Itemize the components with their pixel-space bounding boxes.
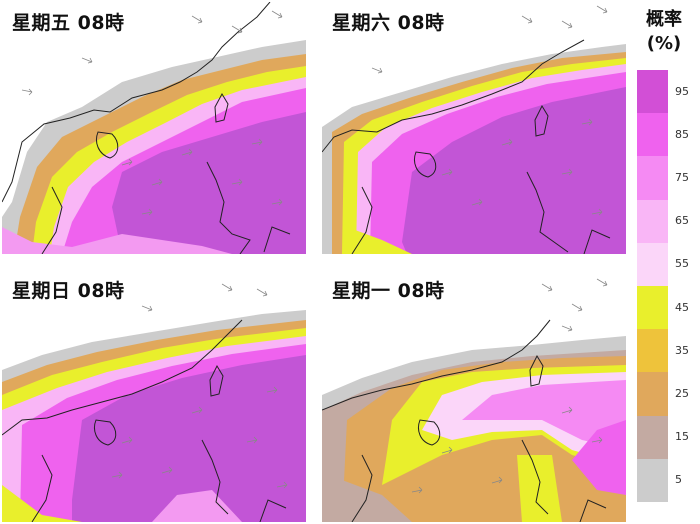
wind-arrows	[371, 5, 608, 216]
probability-map	[2, 283, 306, 522]
legend-swatch	[637, 156, 668, 200]
legend-swatch	[637, 70, 668, 114]
legend-tick-label: 35	[675, 343, 689, 357]
legend-tick-label: 45	[675, 300, 689, 314]
legend-swatch	[637, 372, 668, 416]
legend-tick-label: 55	[675, 257, 689, 271]
legend-tick-label: 85	[675, 127, 689, 141]
wind-arrows	[411, 278, 608, 494]
forecast-panel-fri: 星期五 08時	[2, 2, 306, 254]
probability-legend	[637, 70, 668, 502]
panel-title: 星期五 08時	[12, 12, 125, 34]
legend-swatch	[637, 286, 668, 330]
panel-title: 星期一 08時	[332, 280, 445, 302]
legend-title-line2: (%)	[646, 33, 682, 54]
forecast-panel-mon: 星期一 08時	[322, 270, 626, 522]
forecast-panel-sat: 星期六 08時	[322, 2, 626, 254]
legend-title: 概率 (%)	[634, 8, 694, 56]
legend-swatch	[637, 415, 668, 459]
legend-tick-label: 75	[675, 171, 689, 184]
legend-swatch	[637, 329, 668, 373]
legend-swatch	[637, 199, 668, 243]
legend-swatch	[637, 113, 668, 157]
legend-title-line1: 概率	[646, 9, 682, 30]
wind-arrows	[111, 283, 288, 489]
wind-arrows	[21, 10, 283, 216]
legend-swatch	[637, 458, 668, 502]
legend-swatch	[637, 242, 668, 286]
panel-title: 星期日 08時	[12, 280, 125, 302]
forecast-panel-sun: 星期日 08時	[2, 270, 306, 522]
legend-tick-label: 95	[675, 84, 689, 98]
probability-map	[2, 2, 306, 254]
legend-tick-label: 15	[675, 430, 689, 444]
legend-tick-label: 5	[675, 473, 682, 487]
legend-tick-label: 25	[675, 387, 689, 400]
probability-map	[322, 278, 626, 522]
probability-map	[322, 5, 626, 254]
panel-title: 星期六 08時	[332, 12, 445, 34]
legend-tick-label: 65	[675, 214, 689, 228]
